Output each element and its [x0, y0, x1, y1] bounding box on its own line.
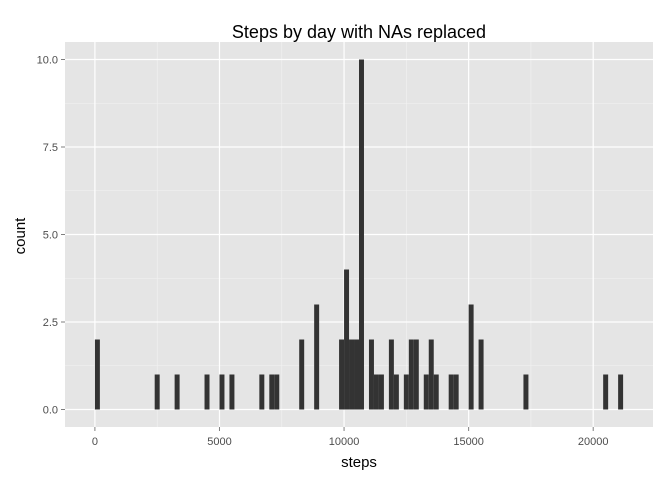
x-tick-label: 20000 [578, 436, 609, 448]
histogram-bar [204, 374, 210, 410]
histogram-bar [154, 374, 160, 410]
histogram-bar [478, 339, 484, 410]
x-tick-label: 5000 [207, 436, 231, 448]
histogram-bar [423, 374, 429, 410]
histogram-bar [269, 374, 275, 410]
y-tick-label: 10.0 [37, 55, 58, 67]
histogram-bars [94, 59, 624, 410]
histogram-bar [344, 269, 350, 410]
histogram-bar [433, 374, 439, 410]
histogram-bar [393, 374, 399, 410]
histogram-bar [219, 374, 225, 410]
histogram-bar [453, 374, 459, 410]
histogram-bar [603, 374, 609, 410]
histogram-bar [413, 339, 419, 410]
histogram-bar [229, 374, 235, 410]
y-tick-label: 7.5 [43, 142, 58, 154]
histogram-bar [618, 374, 624, 410]
histogram-bar [523, 374, 529, 410]
x-tick-label: 0 [92, 436, 98, 448]
histogram-bar [468, 304, 474, 410]
x-axis-ticks: 0 5000 10000 15000 20000 [92, 427, 609, 448]
histogram-bar [373, 374, 379, 410]
histogram-bar [314, 304, 320, 410]
histogram-bar [408, 339, 414, 410]
y-tick-label: 5.0 [43, 230, 58, 242]
x-tick-label: 10000 [329, 436, 360, 448]
histogram-bar [368, 339, 374, 410]
x-axis-title: steps [341, 454, 377, 471]
histogram-bar [259, 374, 265, 410]
histogram-bar [339, 339, 345, 410]
histogram-bar [388, 339, 394, 410]
histogram-bar [274, 374, 280, 410]
y-tick-label: 0.0 [43, 405, 58, 417]
histogram-bar [448, 374, 454, 410]
histogram-bar [174, 374, 180, 410]
histogram-bar [378, 374, 384, 410]
histogram-bar [354, 339, 359, 410]
y-axis-ticks: 0.0 2.5 5.0 7.5 10.0 [37, 55, 65, 417]
histogram-bar [94, 339, 100, 410]
histogram-bar [428, 339, 434, 410]
histogram-bar [359, 59, 364, 410]
histogram-bar [349, 339, 355, 410]
x-tick-label: 15000 [453, 436, 484, 448]
histogram-bar [299, 339, 305, 410]
chart-title: Steps by day with NAs replaced [232, 22, 486, 42]
y-axis-title: count [12, 217, 29, 255]
histogram-bar [403, 374, 409, 410]
y-tick-label: 2.5 [43, 317, 58, 329]
